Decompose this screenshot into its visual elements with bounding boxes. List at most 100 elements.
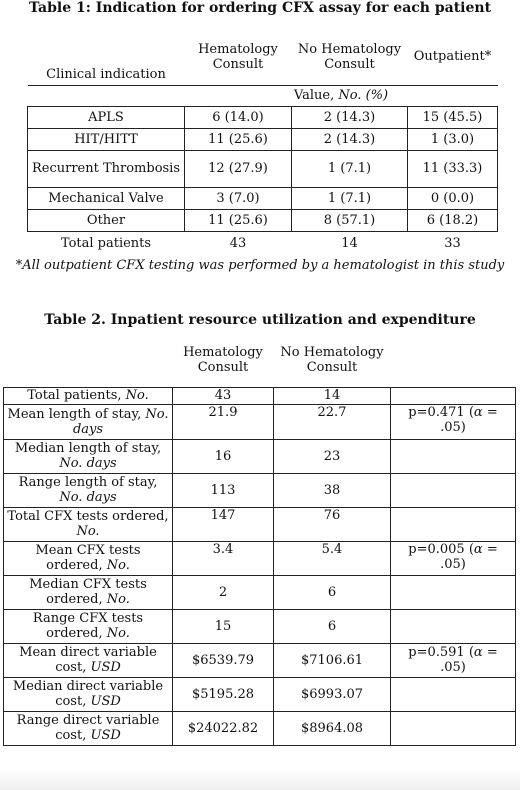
cell-heme: $24022.82 [172, 710, 274, 746]
cell-noheme: 22.7 [273, 403, 391, 440]
table-row: Median length of stay, No. days 16 23 [3, 438, 516, 474]
total-label: Total patients [60, 235, 152, 251]
cell-pvalue: p=0.471 (α = .05) [390, 403, 516, 440]
table-row: Total patients, No. 43 14 [3, 386, 516, 405]
table-row: APLS 6 (14.0) 2 (14.3) 15 (45.5) [27, 105, 498, 129]
table-row: Range direct variable cost, USD $24022.8… [3, 710, 516, 746]
table1-col-outpatient: Outpatient* [413, 49, 492, 65]
cell-noheme: 23 [273, 438, 391, 474]
table-row: Mechanical Valve 3 (7.0) 1 (7.1) 0 (0.0) [27, 186, 498, 210]
cell-heme: 15 [172, 608, 274, 644]
row-label: Range length of stay, No. days [3, 472, 173, 508]
cell-noheme: 1 (7.1) [291, 149, 408, 188]
table2: Hematology Consult No Hematology Consult… [3, 345, 516, 746]
cell-noheme: 2 (14.3) [291, 105, 408, 129]
cell-noheme: 2 (14.3) [291, 127, 408, 151]
row-label: Total patients, No. [3, 386, 173, 405]
row-label: Mean direct variable cost, USD [3, 642, 173, 678]
row-label: Recurrent Thrombosis [27, 149, 185, 188]
cell-noheme: 1 (7.1) [291, 186, 408, 210]
table-row: Mean length of stay, No. days 21.9 22.7 … [3, 403, 516, 440]
cell-pvalue [390, 710, 516, 746]
row-label: Range CFX tests ordered, No. [3, 608, 173, 644]
cell-outpatient: 15 (45.5) [407, 105, 498, 129]
row-label: Median length of stay, No. days [3, 438, 173, 474]
row-label: Other [27, 208, 185, 232]
cell-pvalue [390, 574, 516, 610]
table1-value-label: Value, No. (%) [184, 84, 498, 106]
cell-heme: 16 [172, 438, 274, 474]
table1-col-heme: Hematology Consult [198, 41, 278, 72]
table-row: Recurrent Thrombosis 12 (27.9) 1 (7.1) 1… [27, 149, 498, 188]
cell-noheme: 38 [273, 472, 391, 508]
cell-noheme: 8 (57.1) [291, 208, 408, 232]
cell-heme: 21.9 [172, 403, 274, 440]
cell-heme: 113 [172, 472, 274, 508]
table-row: Range CFX tests ordered, No. 15 6 [3, 608, 516, 644]
cell-heme: 12 (27.9) [184, 149, 292, 188]
cell-heme: 3.4 [172, 540, 274, 576]
cell-heme: 2 [172, 574, 274, 610]
cell-pvalue: p=0.005 (α = .05) [390, 540, 516, 576]
table2-header-row: Hematology Consult No Hematology Consult [4, 345, 516, 387]
cell-heme: 11 (25.6) [184, 208, 292, 232]
cell-noheme: $6993.07 [273, 676, 391, 712]
table-row: Median CFX tests ordered, No. 2 6 [3, 574, 516, 610]
row-label: Median CFX tests ordered, No. [3, 574, 173, 610]
cell-noheme: 5.4 [273, 540, 391, 576]
row-label: HIT/HITT [27, 127, 185, 151]
cell-heme: 3 (7.0) [184, 186, 292, 210]
table-row: Other 11 (25.6) 8 (57.1) 6 (18.2) [27, 208, 498, 232]
total-noheme: 14 [341, 235, 358, 251]
cell-heme: 147 [172, 506, 274, 542]
cell-noheme: $7106.61 [273, 642, 391, 678]
cell-outpatient: 1 (3.0) [407, 127, 498, 151]
cell-noheme: 76 [273, 506, 391, 542]
cell-heme: $5195.28 [172, 676, 274, 712]
cell-pvalue [390, 472, 516, 508]
table-row: Range length of stay, No. days 113 38 [3, 472, 516, 508]
cell-pvalue [390, 676, 516, 712]
row-label: Mean CFX tests ordered, No. [3, 540, 173, 576]
table-row: Mean direct variable cost, USD $6539.79 … [3, 642, 516, 678]
table2-col-noheme: No Hematology Consult [280, 345, 384, 375]
page-bottom-shadow [0, 770, 520, 790]
cell-heme: 6 (14.0) [184, 105, 292, 129]
row-label: Mean length of stay, No. days [3, 403, 173, 440]
row-label: Median direct variable cost, USD [3, 676, 173, 712]
total-outpatient: 33 [444, 235, 461, 251]
table1-col-indication: Clinical indication [46, 66, 166, 82]
row-label: Total CFX tests ordered, No. [3, 506, 173, 542]
row-label: APLS [27, 105, 185, 129]
table-row: Total CFX tests ordered, No. 147 76 [3, 506, 516, 542]
cell-noheme: $8964.08 [273, 710, 391, 746]
cell-pvalue [390, 386, 516, 405]
cell-outpatient: 0 (0.0) [407, 186, 498, 210]
cell-noheme: 6 [273, 574, 391, 610]
table1-col-noheme: No Hematology Consult [297, 41, 402, 72]
table-row: Median direct variable cost, USD $5195.2… [3, 676, 516, 712]
cell-pvalue [390, 438, 516, 474]
cell-pvalue: p=0.591 (α = .05) [390, 642, 516, 678]
table2-title: Table 2. Inpatient resource utilization … [44, 312, 476, 328]
table1-title: Table 1: Indication for ordering CFX ass… [28, 0, 492, 16]
cell-outpatient: 6 (18.2) [407, 208, 498, 232]
table1-value-row: Value, No. (%) [27, 84, 498, 106]
table1-footnote: *All outpatient CFX testing was performe… [15, 258, 505, 273]
row-label: Range direct variable cost, USD [3, 710, 173, 746]
table1: Clinical indication Hematology Consult N… [27, 35, 498, 255]
table1-total-row: Total patients 43 14 33 [28, 231, 498, 255]
cell-pvalue [390, 506, 516, 542]
cell-heme: 11 (25.6) [184, 127, 292, 151]
cell-heme: $6539.79 [172, 642, 274, 678]
cell-outpatient: 11 (33.3) [407, 149, 498, 188]
cell-pvalue [390, 608, 516, 644]
table-row: Mean CFX tests ordered, No. 3.4 5.4 p=0.… [3, 540, 516, 576]
table2-col-heme: Hematology Consult [183, 345, 263, 375]
cell-noheme: 6 [273, 608, 391, 644]
table1-header-row: Clinical indication Hematology Consult N… [28, 35, 498, 85]
row-label: Mechanical Valve [27, 186, 185, 210]
cell-noheme: 14 [273, 386, 391, 405]
total-heme: 43 [229, 235, 247, 251]
cell-heme: 43 [172, 386, 274, 405]
